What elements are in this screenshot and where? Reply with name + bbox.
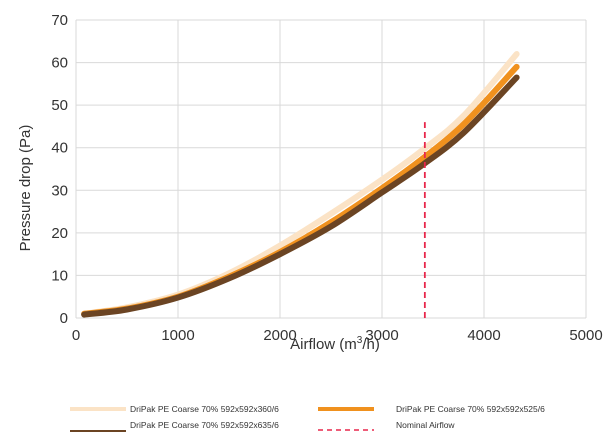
grid-lines <box>75 19 587 319</box>
x-tick-label: 4000 <box>467 327 500 344</box>
x-axis-title-prefix: Airflow (m <box>290 336 357 353</box>
y-tick-label: 20 <box>51 225 68 242</box>
y-tick-labels: 0 10 20 30 40 50 60 70 <box>51 12 68 327</box>
series-line-360 <box>81 51 520 317</box>
x-tick-label: 0 <box>72 327 80 344</box>
y-tick-label: 50 <box>51 97 68 114</box>
x-tick-labels: 0 1000 2000 3000 4000 5000 <box>72 327 603 344</box>
x-axis-title-superscript: 3 <box>357 335 363 346</box>
series-line-635 <box>81 74 520 318</box>
x-tick-label: 5000 <box>569 327 602 344</box>
y-axis-title: Pressure drop (Pa) <box>17 125 34 252</box>
x-tick-label: 1000 <box>161 327 194 344</box>
x-tick-label: 3000 <box>365 327 398 344</box>
x-tick-label: 2000 <box>263 327 296 344</box>
series-lines <box>81 51 520 318</box>
legend: DriPak PE Coarse 70% 592x592x360/6 DriPa… <box>70 404 545 432</box>
x-axis-title: Airflow (m3/h) <box>290 335 380 353</box>
y-tick-label: 10 <box>51 267 68 284</box>
legend-label-525: DriPak PE Coarse 70% 592x592x525/6 <box>396 404 545 414</box>
y-tick-label: 70 <box>51 12 68 29</box>
y-tick-label: 60 <box>51 55 68 72</box>
legend-label-635: DriPak PE Coarse 70% 592x592x635/6 <box>130 420 279 430</box>
y-tick-label: 0 <box>60 310 68 327</box>
legend-label-360: DriPak PE Coarse 70% 592x592x360/6 <box>130 404 279 414</box>
y-tick-label: 40 <box>51 140 68 157</box>
x-axis-title-suffix: /h) <box>362 336 380 353</box>
legend-label-nominal: Nominal Airflow <box>396 420 455 430</box>
y-tick-label: 30 <box>51 182 68 199</box>
